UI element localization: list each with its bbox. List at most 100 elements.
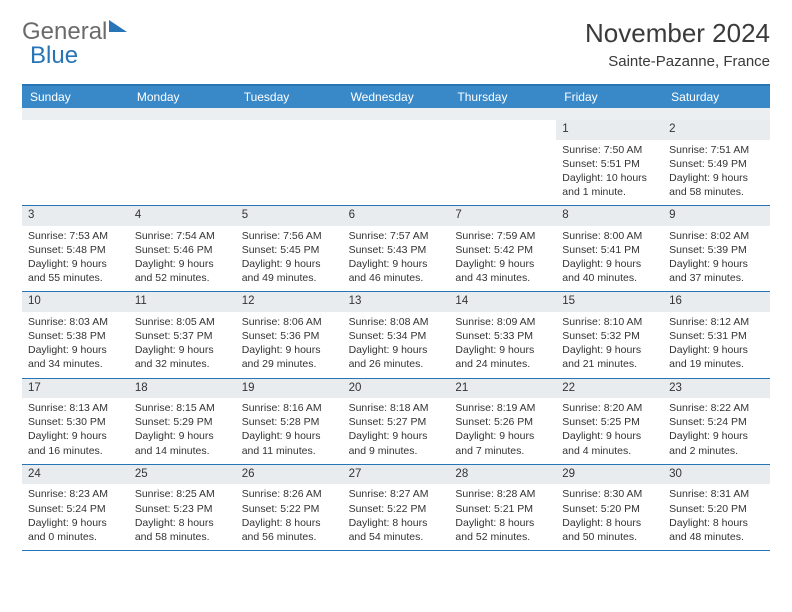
sunrise-text: Sunrise: 8:26 AM [242, 487, 337, 501]
day-number: 14 [449, 292, 556, 312]
daylight-text: Daylight: 9 hours and 9 minutes. [349, 429, 444, 457]
sunset-text: Sunset: 5:22 PM [349, 502, 444, 516]
day-cell: 10Sunrise: 8:03 AMSunset: 5:38 PMDayligh… [22, 292, 129, 377]
daylight-text: Daylight: 9 hours and 55 minutes. [28, 257, 123, 285]
sunrise-text: Sunrise: 8:25 AM [135, 487, 230, 501]
sunrise-text: Sunrise: 8:06 AM [242, 315, 337, 329]
sunset-text: Sunset: 5:39 PM [669, 243, 764, 257]
day-cell: 23Sunrise: 8:22 AMSunset: 5:24 PMDayligh… [663, 379, 770, 464]
day-header: Tuesday [236, 86, 343, 108]
daylight-text: Daylight: 9 hours and 7 minutes. [455, 429, 550, 457]
sunrise-text: Sunrise: 8:23 AM [28, 487, 123, 501]
daylight-text: Daylight: 9 hours and 11 minutes. [242, 429, 337, 457]
week-row: 1Sunrise: 7:50 AMSunset: 5:51 PMDaylight… [22, 120, 770, 205]
day-number: 21 [449, 379, 556, 399]
sunrise-text: Sunrise: 7:56 AM [242, 229, 337, 243]
day-cell: 15Sunrise: 8:10 AMSunset: 5:32 PMDayligh… [556, 292, 663, 377]
sunset-text: Sunset: 5:29 PM [135, 415, 230, 429]
sunset-text: Sunset: 5:20 PM [562, 502, 657, 516]
day-cell: 18Sunrise: 8:15 AMSunset: 5:29 PMDayligh… [129, 379, 236, 464]
spacer-cell [449, 108, 556, 120]
sunrise-text: Sunrise: 8:30 AM [562, 487, 657, 501]
day-cell: 7Sunrise: 7:59 AMSunset: 5:42 PMDaylight… [449, 206, 556, 291]
daylight-text: Daylight: 9 hours and 52 minutes. [135, 257, 230, 285]
day-number: 12 [236, 292, 343, 312]
sunrise-text: Sunrise: 8:31 AM [669, 487, 764, 501]
sunrise-text: Sunrise: 7:53 AM [28, 229, 123, 243]
sunset-text: Sunset: 5:37 PM [135, 329, 230, 343]
sunrise-text: Sunrise: 8:08 AM [349, 315, 444, 329]
sunset-text: Sunset: 5:24 PM [669, 415, 764, 429]
daylight-text: Daylight: 9 hours and 46 minutes. [349, 257, 444, 285]
day-number: 28 [449, 465, 556, 485]
sunset-text: Sunset: 5:38 PM [28, 329, 123, 343]
day-number: 6 [343, 206, 450, 226]
sunrise-text: Sunrise: 8:19 AM [455, 401, 550, 415]
spacer-cell [236, 108, 343, 120]
day-cell: 16Sunrise: 8:12 AMSunset: 5:31 PMDayligh… [663, 292, 770, 377]
sunset-text: Sunset: 5:51 PM [562, 157, 657, 171]
daylight-text: Daylight: 9 hours and 0 minutes. [28, 516, 123, 544]
day-number: 29 [556, 465, 663, 485]
day-cell: 1Sunrise: 7:50 AMSunset: 5:51 PMDaylight… [556, 120, 663, 205]
sunrise-text: Sunrise: 8:09 AM [455, 315, 550, 329]
empty-cell [129, 120, 236, 205]
daylight-text: Daylight: 9 hours and 26 minutes. [349, 343, 444, 371]
sunrise-text: Sunrise: 8:27 AM [349, 487, 444, 501]
week-row: 3Sunrise: 7:53 AMSunset: 5:48 PMDaylight… [22, 205, 770, 291]
day-cell: 3Sunrise: 7:53 AMSunset: 5:48 PMDaylight… [22, 206, 129, 291]
day-number: 18 [129, 379, 236, 399]
day-number: 26 [236, 465, 343, 485]
sunset-text: Sunset: 5:46 PM [135, 243, 230, 257]
day-header: Sunday [22, 86, 129, 108]
day-header: Wednesday [343, 86, 450, 108]
sunset-text: Sunset: 5:30 PM [28, 415, 123, 429]
sunset-text: Sunset: 5:48 PM [28, 243, 123, 257]
location-label: Sainte-Pazanne, France [585, 53, 770, 70]
sunrise-text: Sunrise: 7:54 AM [135, 229, 230, 243]
daylight-text: Daylight: 8 hours and 50 minutes. [562, 516, 657, 544]
spacer-cell [22, 108, 129, 120]
weeks-container: 1Sunrise: 7:50 AMSunset: 5:51 PMDaylight… [22, 120, 770, 550]
empty-cell [343, 120, 450, 205]
sunset-text: Sunset: 5:41 PM [562, 243, 657, 257]
spacer-cell [556, 108, 663, 120]
week-row: 24Sunrise: 8:23 AMSunset: 5:24 PMDayligh… [22, 464, 770, 550]
sunset-text: Sunset: 5:45 PM [242, 243, 337, 257]
header: General November 2024 Sainte-Pazanne, Fr… [22, 18, 770, 70]
empty-cell [449, 120, 556, 205]
day-number: 23 [663, 379, 770, 399]
sunrise-text: Sunrise: 8:15 AM [135, 401, 230, 415]
day-number: 1 [556, 120, 663, 140]
calendar-page: General November 2024 Sainte-Pazanne, Fr… [0, 0, 792, 573]
day-cell: 22Sunrise: 8:20 AMSunset: 5:25 PMDayligh… [556, 379, 663, 464]
brand-word2-wrap: Blue [30, 42, 78, 70]
day-cell: 4Sunrise: 7:54 AMSunset: 5:46 PMDaylight… [129, 206, 236, 291]
sunset-text: Sunset: 5:33 PM [455, 329, 550, 343]
week-row: 17Sunrise: 8:13 AMSunset: 5:30 PMDayligh… [22, 378, 770, 464]
sunset-text: Sunset: 5:43 PM [349, 243, 444, 257]
daylight-text: Daylight: 9 hours and 49 minutes. [242, 257, 337, 285]
day-number: 7 [449, 206, 556, 226]
day-cell: 27Sunrise: 8:27 AMSunset: 5:22 PMDayligh… [343, 465, 450, 550]
day-cell: 25Sunrise: 8:25 AMSunset: 5:23 PMDayligh… [129, 465, 236, 550]
sunset-text: Sunset: 5:28 PM [242, 415, 337, 429]
day-header: Saturday [663, 86, 770, 108]
sunrise-text: Sunrise: 8:02 AM [669, 229, 764, 243]
spacer-cell [663, 108, 770, 120]
day-number: 5 [236, 206, 343, 226]
sunset-text: Sunset: 5:22 PM [242, 502, 337, 516]
day-header: Thursday [449, 86, 556, 108]
sunrise-text: Sunrise: 8:00 AM [562, 229, 657, 243]
spacer-cell [343, 108, 450, 120]
daylight-text: Daylight: 9 hours and 24 minutes. [455, 343, 550, 371]
sunrise-text: Sunrise: 8:16 AM [242, 401, 337, 415]
daylight-text: Daylight: 8 hours and 58 minutes. [135, 516, 230, 544]
sunrise-text: Sunrise: 8:12 AM [669, 315, 764, 329]
day-cell: 17Sunrise: 8:13 AMSunset: 5:30 PMDayligh… [22, 379, 129, 464]
day-header-row: SundayMondayTuesdayWednesdayThursdayFrid… [22, 86, 770, 108]
week-row: 10Sunrise: 8:03 AMSunset: 5:38 PMDayligh… [22, 291, 770, 377]
sunset-text: Sunset: 5:34 PM [349, 329, 444, 343]
sunrise-text: Sunrise: 8:22 AM [669, 401, 764, 415]
day-cell: 9Sunrise: 8:02 AMSunset: 5:39 PMDaylight… [663, 206, 770, 291]
